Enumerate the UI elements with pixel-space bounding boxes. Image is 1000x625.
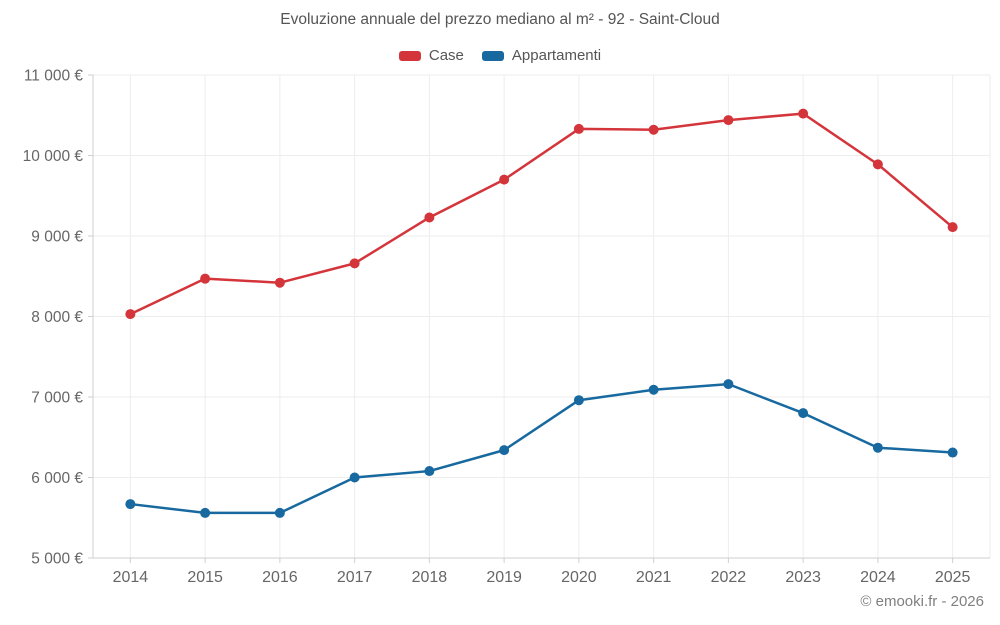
legend-label-appartamenti: Appartamenti (511, 47, 602, 64)
x-axis-label: 2015 (187, 569, 223, 586)
appartamenti-point-2018[interactable] (424, 466, 435, 477)
x-axis-label: 2024 (860, 569, 896, 586)
case-series-swatch-icon (398, 50, 421, 61)
y-axis-label: 11 000 € (24, 68, 84, 85)
appartamenti-point-2019[interactable] (499, 445, 510, 456)
legend: Case Appartamenti (0, 47, 1000, 64)
case-point-2016[interactable] (274, 277, 285, 288)
case-point-2021[interactable] (648, 124, 659, 135)
y-axis-label: 6 000 € (31, 470, 83, 487)
x-axis-label: 2025 (935, 569, 971, 586)
y-axis-label: 9 000 € (31, 229, 83, 246)
case-point-2022[interactable] (723, 115, 734, 126)
case-series-line (129, 112, 954, 316)
chart-title: Evoluzione annuale del prezzo mediano al… (280, 11, 720, 28)
case-point-2014[interactable] (125, 309, 136, 320)
appartamenti-series-swatch-icon (481, 50, 504, 61)
appartamenti-point-2014[interactable] (125, 499, 136, 510)
case-point-2023[interactable] (798, 108, 809, 119)
y-axis-label: 7 000 € (31, 390, 83, 407)
x-axis-label: 2014 (113, 569, 149, 586)
y-axis-label: 10 000 € (23, 148, 84, 165)
appartamenti-point-2016[interactable] (274, 507, 285, 518)
x-axis-label: 2023 (785, 569, 821, 586)
case-point-2018[interactable] (424, 212, 435, 223)
x-axis-label: 2017 (337, 569, 373, 586)
case-point-2025[interactable] (947, 222, 958, 233)
appartamenti-point-2017[interactable] (349, 472, 360, 483)
appartamenti-point-2024[interactable] (872, 442, 883, 453)
copyright-credit: © emooki.fr - 2026 (860, 593, 984, 610)
appartamenti-point-2020[interactable] (573, 395, 584, 406)
case-point-2019[interactable] (499, 174, 510, 185)
legend-item-appartamenti[interactable]: Appartamenti (481, 47, 602, 64)
case-point-2020[interactable] (573, 123, 584, 134)
y-axis-label: 8 000 € (31, 309, 83, 326)
case-point-2024[interactable] (872, 159, 883, 170)
y-axis-label: 5 000 € (31, 551, 83, 568)
appartamenti-point-2021[interactable] (648, 384, 659, 395)
legend-label-case: Case (428, 47, 464, 64)
x-axis-label: 2018 (412, 569, 448, 586)
legend-item-case[interactable]: Case (398, 47, 464, 64)
x-axis-label: 2021 (636, 569, 672, 586)
appartamenti-point-2022[interactable] (723, 379, 734, 390)
appartamenti-point-2015[interactable] (200, 507, 211, 518)
case-point-2017[interactable] (349, 258, 360, 269)
appartamenti-point-2023[interactable] (798, 408, 809, 419)
appartamenti-point-2025[interactable] (947, 447, 958, 458)
x-axis-label: 2022 (711, 569, 747, 586)
x-axis-label: 2019 (486, 569, 522, 586)
x-axis-label: 2016 (262, 569, 298, 586)
appartamenti-series-line (129, 382, 954, 515)
x-axis-label: 2020 (561, 569, 597, 586)
case-point-2015[interactable] (200, 273, 211, 284)
